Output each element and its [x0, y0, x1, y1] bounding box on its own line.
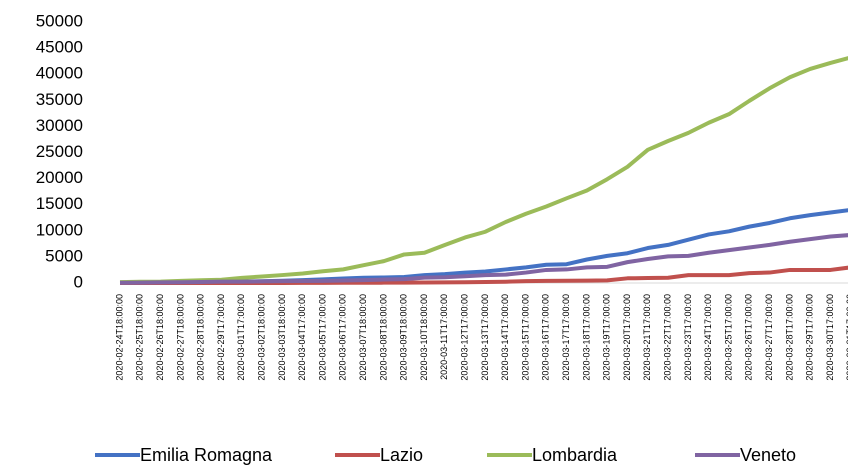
x-tick-label: 2020-03-31T17:00:00	[845, 294, 848, 381]
x-tick-label: 2020-03-13T17:00:00	[480, 294, 490, 381]
x-tick-label: 2020-02-26T18:00:00	[155, 294, 165, 381]
y-tick-label: 5000	[45, 246, 83, 265]
x-tick-label: 2020-03-20T17:00:00	[622, 294, 632, 381]
x-tick-label: 2020-03-05T17:00:00	[317, 294, 327, 381]
x-tick-label: 2020-03-03T18:00:00	[277, 294, 287, 381]
legend-label: Lazio	[380, 445, 423, 465]
y-tick-label: 0	[74, 272, 83, 291]
legend-label: Lombardia	[532, 445, 618, 465]
y-tick-label: 15000	[36, 194, 83, 213]
x-tick-label: 2020-02-25T18:00:00	[135, 294, 145, 381]
x-tick-label: 2020-03-29T17:00:00	[805, 294, 815, 381]
y-tick-label: 45000	[36, 38, 83, 57]
y-tick-label: 10000	[36, 220, 83, 239]
x-tick-label: 2020-03-22T17:00:00	[662, 294, 672, 381]
x-tick-label: 2020-02-29T17:00:00	[216, 294, 226, 381]
x-tick-label: 2020-03-28T17:00:00	[784, 294, 794, 381]
x-tick-label: 2020-03-04T17:00:00	[297, 294, 307, 381]
x-tick-label: 2020-03-21T17:00:00	[642, 294, 652, 381]
x-tick-label: 2020-03-17T17:00:00	[561, 294, 571, 381]
x-tick-label: 2020-02-24T18:00:00	[114, 294, 124, 381]
x-tick-label: 2020-03-18T17:00:00	[581, 294, 591, 381]
x-tick-label: 2020-03-02T18:00:00	[256, 294, 266, 381]
x-tick-label: 2020-03-01T17:00:00	[236, 294, 246, 381]
x-tick-label: 2020-03-24T17:00:00	[703, 294, 713, 381]
x-tick-label: 2020-02-28T18:00:00	[196, 294, 206, 381]
x-tick-label: 2020-03-06T17:00:00	[338, 294, 348, 381]
legend-label: Veneto	[740, 445, 796, 465]
x-tick-label: 2020-03-23T17:00:00	[683, 294, 693, 381]
line-series	[119, 233, 848, 285]
y-tick-label: 40000	[36, 64, 83, 83]
line-series	[119, 56, 848, 285]
x-tick-label: 2020-03-19T17:00:00	[602, 294, 612, 381]
x-tick-label: 2020-03-11T17:00:00	[439, 294, 449, 380]
x-tick-label: 2020-03-16T17:00:00	[541, 294, 551, 381]
x-tick-label: 2020-03-08T18:00:00	[378, 294, 388, 381]
y-tick-label: 35000	[36, 90, 83, 109]
x-tick-label: 2020-03-27T17:00:00	[764, 294, 774, 381]
y-tick-label: 50000	[36, 11, 83, 30]
x-tick-label: 2020-02-27T18:00:00	[175, 294, 185, 381]
x-tick-label: 2020-03-07T18:00:00	[358, 294, 368, 381]
legend-label: Emilia Romagna	[140, 445, 273, 465]
x-tick-label: 2020-03-12T17:00:00	[459, 294, 469, 381]
x-tick-label: 2020-03-30T17:00:00	[825, 294, 835, 381]
x-tick-label: 2020-03-09T18:00:00	[399, 294, 409, 381]
y-tick-label: 20000	[36, 168, 83, 187]
y-tick-label: 25000	[36, 142, 83, 161]
line-series	[119, 208, 848, 285]
x-tick-label: 2020-03-25T17:00:00	[723, 294, 733, 381]
y-tick-label: 30000	[36, 116, 83, 135]
x-tick-label: 2020-03-26T17:00:00	[744, 294, 754, 381]
x-tick-label: 2020-03-14T17:00:00	[500, 294, 510, 381]
x-tick-label: 2020-03-15T17:00:00	[520, 294, 530, 381]
x-tick-label: 2020-03-10T18:00:00	[419, 294, 429, 381]
